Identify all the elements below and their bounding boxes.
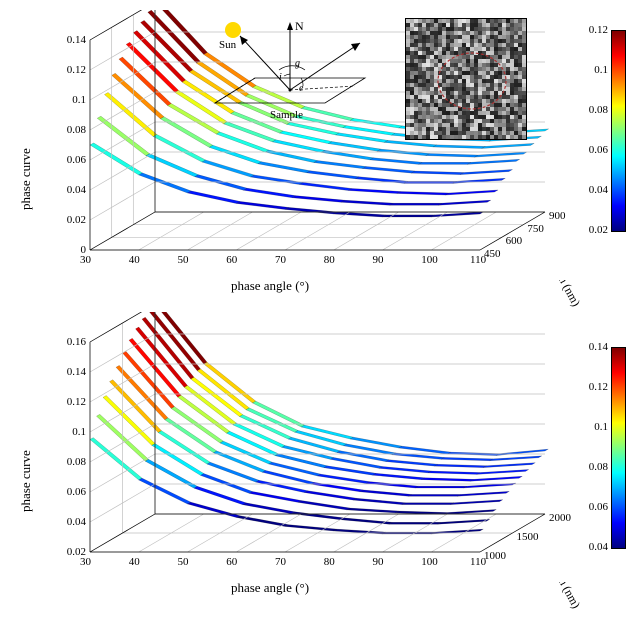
ztick: 1000: [484, 550, 506, 562]
bottom-xaxis-label: phase angle (°): [210, 580, 330, 596]
bottom-panel: phase curve phase angle (°) wavelength (…: [10, 312, 630, 602]
ytick: 0.04: [58, 184, 86, 196]
sun-label: Sun: [219, 39, 237, 51]
colorbar-tick: 0.12: [589, 24, 608, 36]
colorbar-tick: 0.04: [589, 541, 608, 553]
emission-label: e: [299, 83, 304, 94]
xtick: 100: [421, 556, 438, 568]
ytick: 0.16: [58, 336, 86, 348]
north-label: N: [295, 19, 304, 33]
texture-inset: [405, 18, 527, 140]
colorbar-tick: 0.08: [589, 104, 608, 116]
colorbar-tick: 0.02: [589, 224, 608, 236]
ztick: 1500: [517, 531, 539, 543]
xtick: 100: [421, 254, 438, 266]
colorbar-tick: 0.12: [589, 381, 608, 393]
ytick: 0.04: [58, 516, 86, 528]
ytick: 0.1: [58, 94, 86, 106]
colorbar-tick: 0.04: [589, 184, 608, 196]
xtick: 50: [178, 254, 189, 266]
xtick: 70: [275, 254, 286, 266]
incidence-label: i: [279, 72, 282, 83]
geometry-inset: N i e g Sun Sample: [195, 18, 385, 128]
ytick: 0.06: [58, 486, 86, 498]
ztick: 750: [527, 223, 544, 235]
xtick: 80: [324, 254, 335, 266]
colorbar-tick: 0.1: [594, 421, 608, 433]
xtick: 90: [373, 254, 384, 266]
colorbar-tick: 0.08: [589, 461, 608, 473]
phase-label: g: [295, 58, 300, 69]
ytick: 0.14: [58, 366, 86, 378]
xtick: 30: [80, 254, 91, 266]
ytick: 0.14: [58, 34, 86, 46]
bottom-3d-surface: [35, 312, 575, 582]
top-colorbar: [611, 30, 624, 230]
xtick: 70: [275, 556, 286, 568]
xtick: 40: [129, 556, 140, 568]
xtick: 30: [80, 556, 91, 568]
xtick: 90: [373, 556, 384, 568]
top-xaxis-label: phase angle (°): [210, 278, 330, 294]
ytick: 0.1: [58, 426, 86, 438]
top-yaxis-label: phase curve: [18, 148, 34, 210]
ytick: 0.08: [58, 124, 86, 136]
ztick: 2000: [549, 512, 571, 524]
xtick: 60: [226, 556, 237, 568]
ytick: 0.06: [58, 154, 86, 166]
colorbar-tick: 0.1: [594, 64, 608, 76]
ytick: 0.08: [58, 456, 86, 468]
bottom-colorbar: [611, 347, 624, 547]
bottom-yaxis-label: phase curve: [18, 450, 34, 512]
colorbar-tick: 0.06: [589, 501, 608, 513]
sun-icon: [225, 22, 241, 38]
xtick: 40: [129, 254, 140, 266]
colorbar-tick: 0.06: [589, 144, 608, 156]
ytick: 0.12: [58, 64, 86, 76]
sample-label: Sample: [270, 109, 303, 121]
ztick: 450: [484, 248, 501, 260]
ytick: 0.12: [58, 396, 86, 408]
xtick: 50: [178, 556, 189, 568]
ztick: 600: [506, 235, 523, 247]
xtick: 60: [226, 254, 237, 266]
colorbar-tick: 0.14: [589, 341, 608, 353]
ztick: 900: [549, 210, 566, 222]
top-panel: phase curve phase angle (°) wavelength (…: [10, 10, 630, 300]
xtick: 80: [324, 556, 335, 568]
ytick: 0.02: [58, 214, 86, 226]
